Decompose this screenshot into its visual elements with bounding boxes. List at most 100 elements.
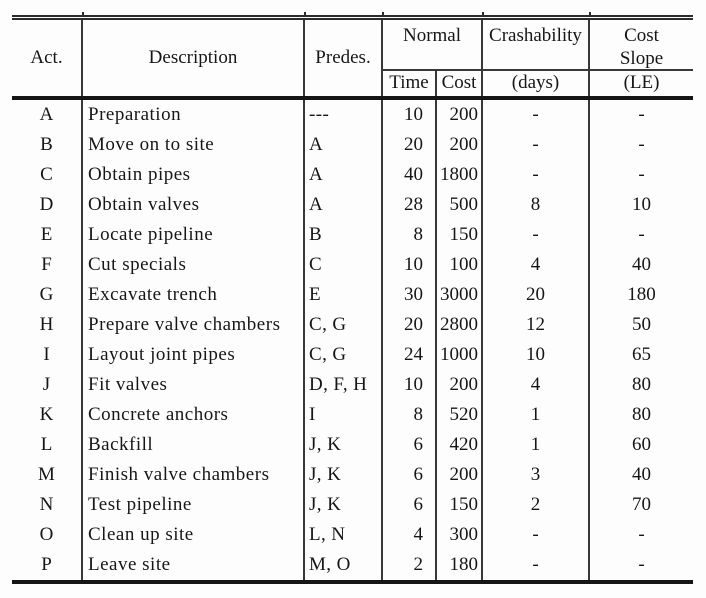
description-cell: Obtain valves — [83, 190, 305, 220]
cost-slope-cell: 60 — [632, 434, 651, 455]
cost-slope-cell: - — [638, 134, 645, 155]
column-tick-mark — [304, 12, 306, 16]
act-cell: E — [12, 220, 83, 250]
time-cell: 24 — [383, 340, 437, 370]
table-bottom-thick-rule — [12, 580, 693, 584]
crashability-cell: 1 — [483, 430, 590, 460]
crashability-cell: - — [483, 220, 590, 250]
cost-slope-cell: 180 — [627, 284, 656, 305]
table-row: N Test pipeline J, K 6 150 2 70 — [12, 490, 693, 520]
table-row: P Leave site M, O 2 180 - - — [12, 550, 693, 580]
act-cell: O — [12, 520, 83, 550]
cost-cell: 520 — [437, 400, 483, 430]
col-header-crashability: Crashability — [483, 20, 590, 69]
col-subheader-cost: Cost — [437, 71, 483, 96]
cost-slope-cell: 40 — [632, 464, 651, 485]
description-cell: Clean up site — [83, 520, 305, 550]
predes-cell: --- — [305, 100, 383, 130]
time-cell: 8 — [383, 400, 437, 430]
act-cell: I — [12, 340, 83, 370]
cost-cell: 150 — [437, 220, 483, 250]
time-cell: 20 — [383, 310, 437, 340]
predes-cell: J, K — [305, 430, 383, 460]
act-cell: L — [12, 430, 83, 460]
time-cell: 4 — [383, 520, 437, 550]
act-cell: J — [12, 370, 83, 400]
table-row: A Preparation --- 10 200 - - — [12, 100, 693, 130]
description-cell: Excavate trench — [83, 280, 305, 310]
crashability-cell: - — [483, 520, 590, 550]
predes-cell: A — [305, 160, 383, 190]
cost-slope-cell: 40 — [632, 254, 651, 275]
crashability-cell: 3 — [483, 460, 590, 490]
cost-cell: 200 — [437, 370, 483, 400]
col-header-predes: Predes. — [305, 20, 383, 96]
crashability-cell: 2 — [483, 490, 590, 520]
table-row: H Prepare valve chambers C, G 20 2800 12… — [12, 310, 693, 340]
cost-slope-cell: 80 — [632, 374, 651, 395]
col-header-description: Description — [83, 20, 305, 96]
crashability-cell: 8 — [483, 190, 590, 220]
table-row: G Excavate trench E 30 3000 20 180 — [12, 280, 693, 310]
cost-cell: 100 — [437, 250, 483, 280]
act-cell: A — [12, 100, 83, 130]
act-cell: G — [12, 280, 83, 310]
col-header-normal: Normal — [383, 20, 483, 69]
description-cell: Cut specials — [83, 250, 305, 280]
description-cell: Prepare valve chambers — [83, 310, 305, 340]
predes-cell: I — [305, 400, 383, 430]
time-cell: 6 — [383, 490, 437, 520]
cost-cell: 500 — [437, 190, 483, 220]
crashability-cell: - — [483, 100, 590, 130]
predes-cell: D, F, H — [305, 370, 383, 400]
cost-slope-label: Cost Slope — [619, 25, 664, 69]
header-sub-labels: Time Cost (days) (LE) — [383, 71, 693, 96]
column-tick-mark — [82, 12, 84, 16]
table-row: L Backfill J, K 6 420 1 60 — [12, 430, 693, 460]
table-row: E Locate pipeline B 8 150 - - — [12, 220, 693, 250]
time-cell: 10 — [383, 100, 437, 130]
description-cell: Fit valves — [83, 370, 305, 400]
description-cell: Locate pipeline — [83, 220, 305, 250]
table-row: K Concrete anchors I 8 520 1 80 — [12, 400, 693, 430]
description-cell: Backfill — [83, 430, 305, 460]
cost-cell: 180 — [437, 550, 483, 580]
act-cell: K — [12, 400, 83, 430]
time-cell: 8 — [383, 220, 437, 250]
cost-cell: 200 — [437, 100, 483, 130]
col-subheader-days-unit: (days) — [483, 71, 590, 96]
header-top-labels: Normal Crashability Cost Slope — [383, 20, 693, 69]
predes-cell: A — [305, 130, 383, 160]
header-right-block: Normal Crashability Cost Slope Time Cost… — [383, 20, 693, 96]
time-cell: 6 — [383, 430, 437, 460]
cost-slope-cell: 80 — [632, 404, 651, 425]
crashability-cell: - — [483, 130, 590, 160]
crashability-cell: 10 — [483, 340, 590, 370]
crashability-cell: - — [483, 550, 590, 580]
cost-cell: 2800 — [437, 310, 483, 340]
description-cell: Test pipeline — [83, 490, 305, 520]
table-row: M Finish valve chambers J, K 6 200 3 40 — [12, 460, 693, 490]
cost-cell: 200 — [437, 130, 483, 160]
table-row: D Obtain valves A 28 500 8 10 — [12, 190, 693, 220]
activity-crash-table: Act. Description Predes. Normal Crashabi… — [12, 12, 693, 584]
act-cell: B — [12, 130, 83, 160]
subheader-divider-rule — [383, 69, 693, 71]
cost-cell: 1000 — [437, 340, 483, 370]
crashability-cell: - — [483, 160, 590, 190]
description-cell: Concrete anchors — [83, 400, 305, 430]
column-tick-mark — [382, 12, 384, 16]
header-bottom-thick-rule — [12, 96, 693, 100]
cost-cell: 3000 — [437, 280, 483, 310]
act-cell: H — [12, 310, 83, 340]
predes-cell: A — [305, 190, 383, 220]
cost-cell: 200 — [437, 460, 483, 490]
table-row: F Cut specials C 10 100 4 40 — [12, 250, 693, 280]
time-cell: 30 — [383, 280, 437, 310]
predes-cell: L, N — [305, 520, 383, 550]
predes-cell: E — [305, 280, 383, 310]
predes-cell: J, K — [305, 460, 383, 490]
column-tick-mark — [482, 12, 484, 16]
cost-slope-cell: - — [638, 554, 645, 575]
